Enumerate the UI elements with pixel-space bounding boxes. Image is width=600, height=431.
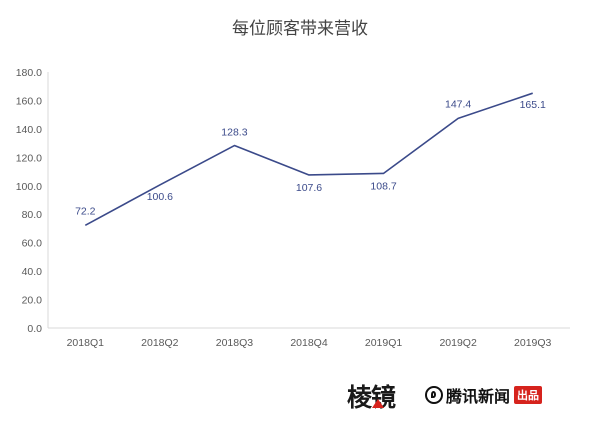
data-label: 165.1 — [520, 99, 546, 111]
y-tick-label: 40.0 — [22, 266, 43, 278]
chart-title: 每位顾客带来营收 — [232, 19, 368, 39]
data-label: 107.6 — [296, 182, 322, 194]
data-label: 100.6 — [147, 191, 173, 203]
x-tick-label: 2019Q2 — [439, 337, 477, 349]
x-tick-label: 2018Q1 — [67, 337, 105, 349]
y-tick-labels: 0.0 20.0 40.0 60.0 80.0 100.0 120.0 140.0 160.0 1… — [16, 67, 42, 335]
data-labels: 72.2 100.6 128.3 107.6 108.7 147.4 165.1 — [75, 98, 546, 217]
y-tick-label: 0.0 — [27, 323, 42, 335]
y-tick-label: 160.0 — [16, 95, 42, 107]
x-tick-label: 2018Q2 — [141, 337, 179, 349]
x-tick-label: 2018Q4 — [290, 337, 328, 349]
x-tick-label: 2018Q3 — [216, 337, 254, 349]
y-tick-label: 60.0 — [22, 238, 43, 250]
data-label: 128.3 — [221, 127, 247, 139]
data-label: 72.2 — [75, 205, 96, 217]
y-tick-label: 140.0 — [16, 124, 42, 136]
axes — [47, 72, 570, 329]
x-tick-label: 2019Q1 — [365, 337, 403, 349]
series-group — [84, 92, 533, 227]
x-tick-labels: 2018Q1 2018Q2 2018Q3 2018Q4 2019Q1 2019Q2 2019… — [67, 337, 552, 349]
y-tick-label: 20.0 — [22, 295, 43, 307]
x-tick-label: 2019Q3 — [514, 337, 552, 349]
data-label: 147.4 — [445, 98, 471, 110]
y-tick-label: 100.0 — [16, 181, 42, 193]
y-tick-label: 180.0 — [16, 67, 42, 79]
data-label: 108.7 — [370, 180, 396, 192]
y-tick-label: 120.0 — [16, 152, 42, 164]
series-line — [84, 92, 533, 227]
y-tick-label: 80.0 — [22, 209, 43, 221]
